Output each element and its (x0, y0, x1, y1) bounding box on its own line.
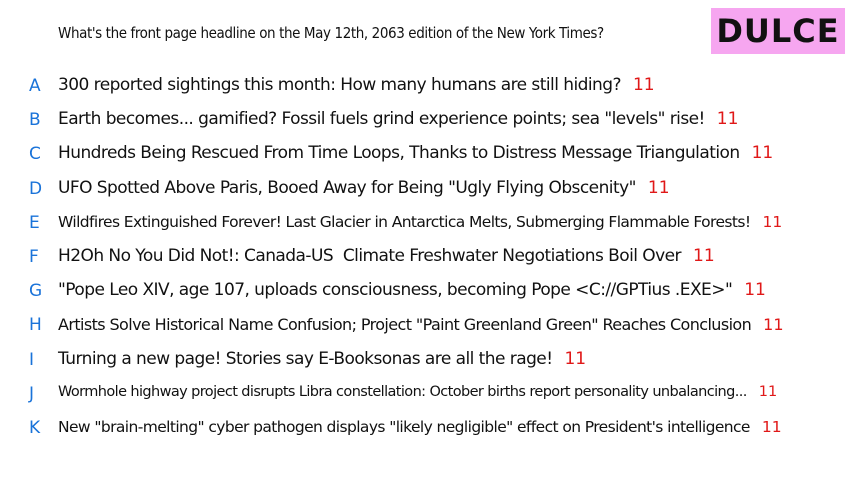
answer-letter: B (29, 110, 41, 131)
answer-option-c[interactable]: C Hundreds Being Rescued From Time Loops… (0, 138, 853, 172)
answer-option-i[interactable]: I Turning a new page! Stories say E-Book… (0, 344, 853, 378)
answer-headline: New "brain-melting" cyber pathogen displ… (58, 418, 782, 436)
answer-letter: D (29, 178, 42, 199)
answer-option-g[interactable]: G "Pope Leo XIV, age 107, uploads consci… (0, 275, 853, 309)
vote-count: 11 (564, 348, 587, 369)
vote-count: 11 (647, 177, 670, 198)
answer-option-d[interactable]: D UFO Spotted Above Paris, Booed Away fo… (0, 173, 853, 207)
vote-count: 11 (632, 75, 655, 95)
answer-headline: Wildfires Extinguished Forever! Last Gla… (58, 213, 782, 231)
answer-letter: E (29, 212, 40, 233)
answer-text: UFO Spotted Above Paris, Booed Away for … (58, 177, 636, 198)
answer-letter: G (29, 281, 42, 302)
answer-letter: K (29, 417, 40, 438)
answer-letter: H (29, 315, 42, 336)
answer-headline: "Pope Leo XIV, age 107, uploads consciou… (58, 280, 766, 300)
vote-count: 11 (762, 212, 783, 231)
answer-text: H2Oh No You Did Not!: Canada-US Climate … (58, 245, 682, 266)
answer-headline: 300 reported sightings this month: How m… (58, 75, 655, 95)
answer-text: Hundreds Being Rescued From Time Loops, … (58, 143, 740, 164)
answer-text: Earth becomes... gamified? Fossil fuels … (58, 109, 705, 130)
answer-headline: Artists Solve Historical Name Confusion;… (58, 315, 784, 334)
answer-text: "Pope Leo XIV, age 107, uploads consciou… (58, 280, 733, 301)
vote-count: 11 (763, 315, 784, 335)
answer-text: Wormhole highway project disrupts Libra … (58, 383, 747, 400)
answer-letter: J (29, 383, 34, 404)
vote-count: 11 (761, 417, 782, 436)
answer-option-j[interactable]: J Wormhole highway project disrupts Libr… (0, 378, 853, 412)
answer-letter: C (29, 144, 41, 165)
answer-headline: Turning a new page! Stories say E-Bookso… (58, 349, 586, 369)
answer-option-f[interactable]: F H2Oh No You Did Not!: Canada-US Climat… (0, 241, 853, 275)
answer-list: A 300 reported sightings this month: How… (0, 70, 853, 446)
answer-text: Turning a new page! Stories say E-Bookso… (58, 348, 553, 369)
answer-headline: UFO Spotted Above Paris, Booed Away for … (58, 178, 670, 198)
vote-count: 11 (716, 109, 739, 130)
answer-letter: F (29, 246, 39, 267)
answer-option-h[interactable]: H Artists Solve Historical Name Confusio… (0, 309, 853, 343)
answer-letter: A (29, 76, 41, 96)
vote-count: 11 (758, 383, 778, 400)
answer-option-k[interactable]: K New "brain-melting" cyber pathogen dis… (0, 412, 853, 446)
answer-text: 300 reported sightings this month: How m… (58, 75, 622, 95)
answer-text: New "brain-melting" cyber pathogen displ… (58, 417, 750, 436)
answer-headline: Hundreds Being Rescued From Time Loops, … (58, 143, 773, 163)
question-text: What's the front page headline on the Ma… (58, 24, 604, 42)
team-badge: DULCE (711, 8, 845, 54)
answer-headline: Earth becomes... gamified? Fossil fuels … (58, 109, 738, 129)
answer-option-e[interactable]: E Wildfires Extinguished Forever! Last G… (0, 207, 853, 241)
answer-text: Wildfires Extinguished Forever! Last Gla… (58, 212, 751, 231)
vote-count: 11 (693, 245, 715, 266)
answer-option-b[interactable]: B Earth becomes... gamified? Fossil fuel… (0, 104, 853, 138)
answer-headline: H2Oh No You Did Not!: Canada-US Climate … (58, 246, 715, 266)
answer-letter: I (29, 349, 34, 370)
vote-count: 11 (744, 280, 766, 301)
answer-headline: Wormhole highway project disrupts Libra … (58, 384, 777, 400)
vote-count: 11 (751, 143, 774, 164)
answer-option-a[interactable]: A 300 reported sightings this month: How… (0, 70, 853, 104)
answer-text: Artists Solve Historical Name Confusion;… (58, 315, 752, 335)
